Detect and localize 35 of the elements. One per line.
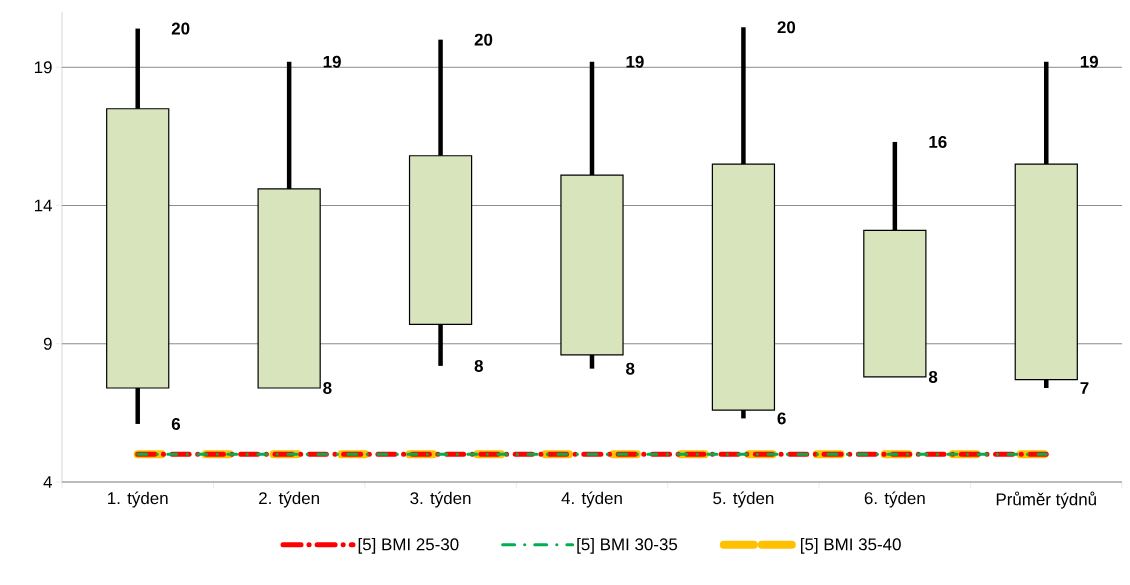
x-tick-label: 3. týden <box>410 491 471 508</box>
y-tick-label: 4 <box>43 476 52 488</box>
x-tick-label: 1. týden <box>108 491 168 508</box>
candlestick <box>257 61 321 389</box>
candlestick <box>560 61 624 369</box>
annotation: 20 <box>777 21 796 34</box>
candlestick <box>106 28 170 424</box>
annotation: 8 <box>474 359 483 372</box>
annotation: 20 <box>474 33 493 46</box>
annotation: 19 <box>1080 55 1098 68</box>
legend-label: [5] BMI 30-35 <box>577 537 678 554</box>
annotation: 19 <box>626 55 644 68</box>
y-tick-label: 14 <box>34 199 52 212</box>
annotation: 7 <box>1080 382 1089 394</box>
annotation: 20 <box>171 22 190 35</box>
annotation: 16 <box>929 135 947 148</box>
annotation: 8 <box>626 362 635 375</box>
candlestick <box>1014 61 1078 388</box>
annotation: 8 <box>323 382 332 394</box>
candlestick <box>863 141 927 378</box>
x-tick-label: 6. týden <box>864 491 925 508</box>
x-tick-label: 4. týden <box>561 491 622 508</box>
annotation: 8 <box>928 370 938 383</box>
candlestick <box>408 39 473 366</box>
y-tick-label: 9 <box>43 337 52 350</box>
legend-label: [5] BMI 25-30 <box>358 537 459 554</box>
annotation: 6 <box>777 412 786 425</box>
x-tick-label: 2. týden <box>259 491 319 508</box>
annotation: 6 <box>171 417 181 430</box>
y-tick-label: 19 <box>34 61 52 74</box>
annotation: 19 <box>323 55 341 68</box>
x-tick-label: 5. týden <box>713 491 774 508</box>
x-tick-label: Průměr týdnů <box>996 491 1096 509</box>
candlestick <box>711 27 776 419</box>
legend-label: [5] BMI 35-40 <box>801 537 901 554</box>
